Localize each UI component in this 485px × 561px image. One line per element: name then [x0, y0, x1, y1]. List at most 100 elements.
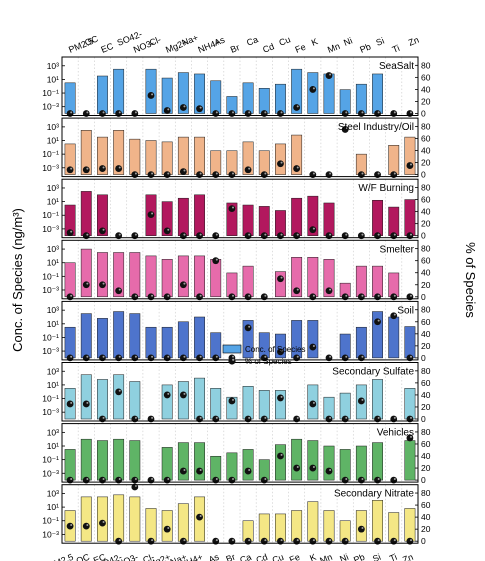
bar-PM2.5	[64, 326, 76, 359]
bar-OC	[80, 374, 92, 420]
pct-marker-highlight	[134, 478, 137, 480]
pct-marker-highlight	[118, 539, 121, 542]
pct-marker-highlight	[248, 416, 251, 419]
bar-PM2.5	[64, 143, 76, 175]
panel-frame	[61, 117, 419, 178]
bar-Fe	[291, 438, 303, 481]
pct-marker-SO42-	[115, 287, 123, 295]
bottom-category-label-Cu: Cu	[271, 552, 285, 561]
bottom-category-label-Zn: Zn	[401, 552, 414, 561]
pct-marker-highlight	[151, 355, 154, 358]
bar-Fe	[291, 257, 303, 298]
pct-marker-highlight	[118, 233, 121, 236]
bar-SO42-	[113, 130, 125, 175]
bar-Mg2+	[161, 201, 173, 236]
pct-marker-highlight	[361, 398, 364, 401]
bottom-category-label-NH4+: NH4+	[179, 552, 204, 561]
right-tick-label: 40	[421, 207, 431, 217]
pct-marker-highlight	[377, 319, 380, 322]
bar-Zn	[404, 199, 416, 236]
pct-marker-highlight	[118, 355, 121, 358]
bar-Mg2+	[161, 141, 173, 175]
bar-Ca	[242, 82, 254, 114]
panel-title: Smelter	[380, 244, 415, 255]
panel-frame	[61, 423, 419, 483]
left-tick-label: 10⁻¹	[42, 88, 59, 98]
bar-Ca	[242, 204, 254, 236]
left-tick-label: 10³	[47, 244, 59, 254]
left-tick-label: 10⁻³	[42, 285, 59, 295]
bar-NO3-	[129, 313, 141, 359]
pct-marker-highlight	[70, 478, 73, 480]
pct-marker-highlight	[86, 401, 89, 404]
pct-marker-K	[309, 226, 317, 234]
bar-Ca	[242, 265, 254, 298]
pct-marker-highlight	[183, 105, 186, 108]
pct-marker-highlight	[134, 484, 137, 487]
right-tick-label: 40	[421, 329, 431, 339]
pct-marker-highlight	[199, 233, 202, 236]
left-tick-label: 10⁻¹	[42, 455, 59, 465]
panel-title: SeaSalt	[379, 61, 414, 72]
bar-Cd	[258, 513, 270, 542]
pct-marker-highlight	[329, 288, 332, 291]
panel-frame	[61, 484, 419, 544]
left-tick-label: 10³	[47, 427, 59, 437]
bar-Ca	[242, 141, 254, 175]
pct-marker-highlight	[86, 111, 89, 114]
right-tick-label: 0	[421, 536, 426, 546]
pct-marker-highlight	[134, 416, 137, 419]
pct-marker-highlight	[345, 233, 348, 236]
pct-marker-highlight	[70, 524, 73, 527]
right-tick-label: 80	[421, 366, 431, 376]
pct-marker-highlight	[264, 478, 267, 480]
pct-marker-highlight	[264, 355, 267, 358]
pct-marker-highlight	[232, 478, 235, 480]
bar-Pb	[355, 265, 367, 298]
pct-marker-highlight	[167, 392, 170, 395]
pct-marker-highlight	[329, 73, 332, 76]
pct-marker-highlight	[215, 233, 218, 236]
top-category-label-Br: Br	[229, 42, 241, 55]
bar-OC	[80, 191, 92, 236]
bar-Ni	[339, 333, 351, 359]
pct-marker-highlight	[232, 206, 235, 209]
left-tick-label: 10⁻³	[42, 468, 59, 478]
pct-marker-Pb	[357, 397, 365, 405]
pct-marker-highlight	[312, 172, 315, 175]
pct-marker-highlight	[199, 416, 202, 419]
bar-Mg2+	[161, 326, 173, 359]
bar-NO3-	[129, 381, 141, 420]
pct-marker-highlight	[296, 539, 299, 542]
pct-marker-highlight	[393, 416, 396, 419]
right-tick-label: 0	[421, 414, 426, 424]
pct-marker-highlight	[151, 294, 154, 297]
bar-Fe	[291, 68, 303, 114]
panel-title: Steel Industry/Oil	[338, 122, 414, 133]
pct-marker-highlight	[215, 355, 218, 358]
pct-marker-highlight	[215, 539, 218, 542]
pct-marker-highlight	[377, 416, 380, 419]
pct-marker-highlight	[248, 539, 251, 542]
bar-Ni	[339, 392, 351, 420]
right-tick-label: 20	[421, 96, 431, 106]
legend-dot-label: % of Species	[245, 357, 292, 366]
bottom-category-label-Ca: Ca	[238, 552, 252, 561]
pct-marker-Mg2+	[163, 525, 171, 533]
pct-marker-highlight	[345, 539, 348, 542]
pct-marker-highlight	[393, 111, 396, 114]
pct-marker-highlight	[377, 233, 380, 236]
bar-Ti	[388, 272, 400, 298]
bar-As	[210, 455, 222, 481]
top-category-label-Mn: Mn	[326, 41, 341, 55]
pct-marker-highlight	[393, 539, 396, 542]
right-tick-label: 80	[421, 60, 431, 70]
top-category-label-Ca: Ca	[245, 34, 259, 48]
bar-As	[210, 150, 222, 175]
bar-Pb	[355, 326, 367, 359]
panel-frame	[61, 300, 419, 361]
right-tick-label: 20	[421, 280, 431, 290]
pct-marker-highlight	[248, 294, 251, 297]
pct-marker-Fe	[293, 464, 301, 472]
